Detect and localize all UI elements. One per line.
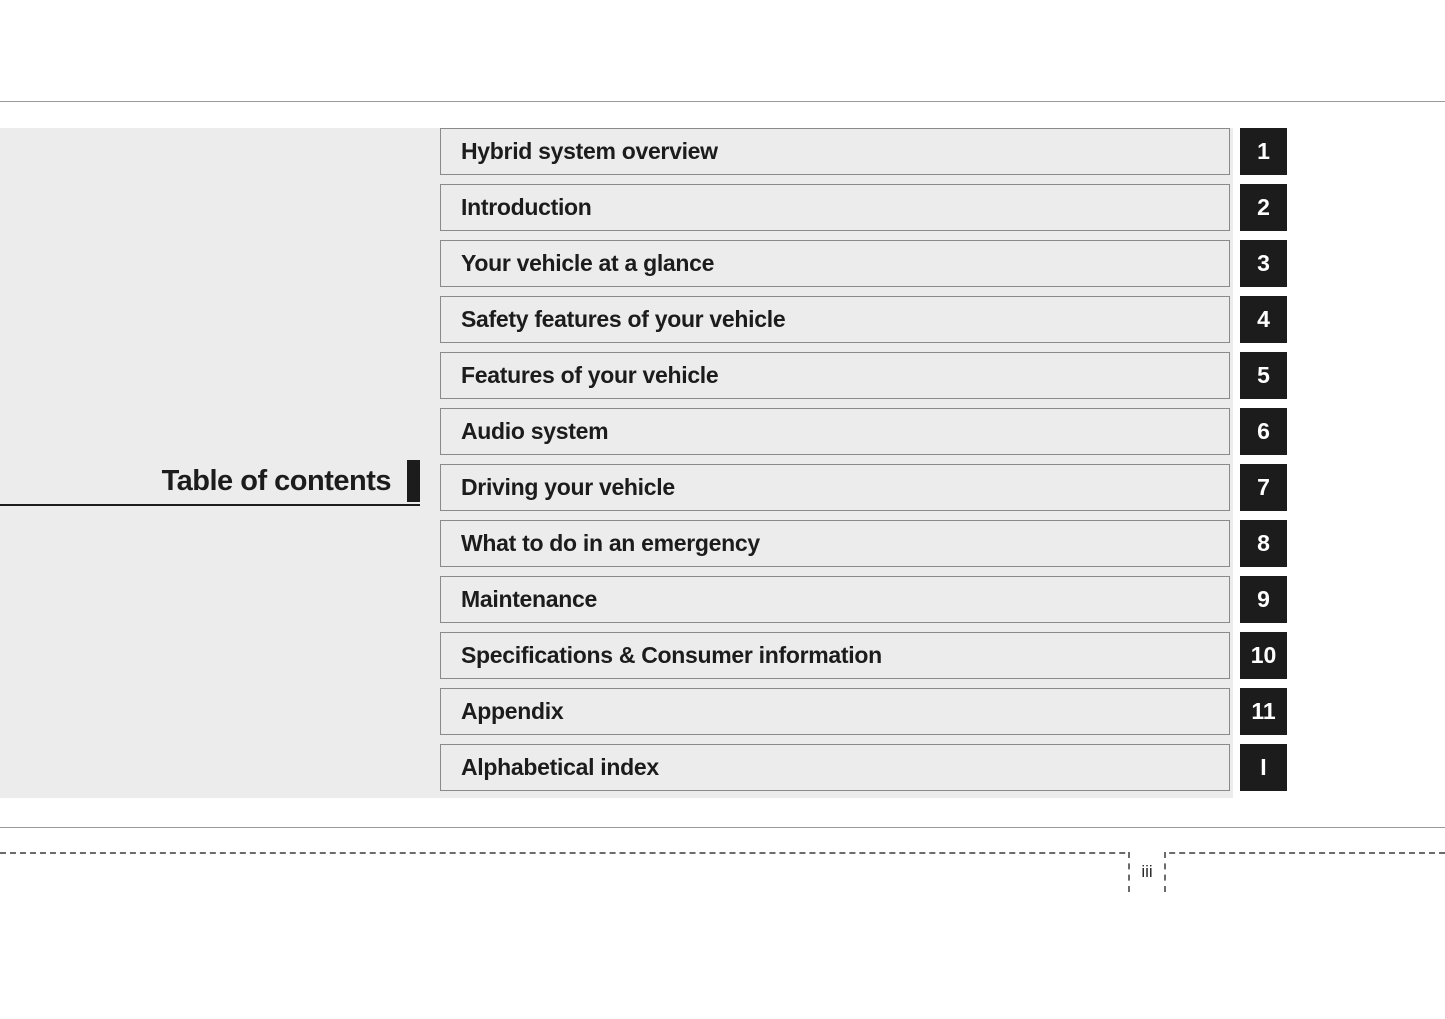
toc-entry-tab: 4 bbox=[1240, 296, 1287, 343]
toc-entry: Alphabetical index I bbox=[440, 744, 1285, 791]
toc-entry-title: Features of your vehicle bbox=[440, 352, 1230, 399]
toc-entry-title: Audio system bbox=[440, 408, 1230, 455]
toc-entry: What to do in an emergency 8 bbox=[440, 520, 1285, 567]
document-page: Table of contents Hybrid system overview… bbox=[0, 0, 1445, 1019]
toc-entry-tab: 3 bbox=[1240, 240, 1287, 287]
toc-entry-tab: 1 bbox=[1240, 128, 1287, 175]
toc-entry-title: Maintenance bbox=[440, 576, 1230, 623]
toc-entry-tab: 6 bbox=[1240, 408, 1287, 455]
toc-entry: Your vehicle at a glance 3 bbox=[440, 240, 1285, 287]
toc-heading-block: Table of contents bbox=[0, 458, 420, 506]
toc-entry-tab: 7 bbox=[1240, 464, 1287, 511]
toc-entry: Specifications & Consumer information 10 bbox=[440, 632, 1285, 679]
toc-entries: Hybrid system overview 1 Introduction 2 … bbox=[440, 128, 1285, 800]
toc-entry: Hybrid system overview 1 bbox=[440, 128, 1285, 175]
toc-entry: Driving your vehicle 7 bbox=[440, 464, 1285, 511]
toc-entry-title: Introduction bbox=[440, 184, 1230, 231]
toc-entry: Maintenance 9 bbox=[440, 576, 1285, 623]
toc-entry-tab: 11 bbox=[1240, 688, 1287, 735]
toc-entry-tab: 9 bbox=[1240, 576, 1287, 623]
cut-line-icon bbox=[0, 852, 1445, 854]
toc-entry-title: Specifications & Consumer information bbox=[440, 632, 1230, 679]
bottom-frame-rule bbox=[0, 827, 1445, 828]
toc-entry: Appendix 11 bbox=[440, 688, 1285, 735]
toc-entry-tab: I bbox=[1240, 744, 1287, 791]
toc-entry: Introduction 2 bbox=[440, 184, 1285, 231]
toc-entry: Audio system 6 bbox=[440, 408, 1285, 455]
toc-entry-tab: 10 bbox=[1240, 632, 1287, 679]
toc-entry-title: Driving your vehicle bbox=[440, 464, 1230, 511]
toc-heading: Table of contents bbox=[162, 465, 403, 498]
toc-entry-tab: 5 bbox=[1240, 352, 1287, 399]
page-number: iii bbox=[1128, 852, 1166, 892]
toc-entry-title: Alphabetical index bbox=[440, 744, 1230, 791]
toc-entry-title: Safety features of your vehicle bbox=[440, 296, 1230, 343]
toc-heading-bar-icon bbox=[407, 460, 420, 502]
toc-entry-title: Hybrid system overview bbox=[440, 128, 1230, 175]
toc-entry-title: What to do in an emergency bbox=[440, 520, 1230, 567]
top-frame-rule bbox=[0, 101, 1445, 102]
toc-entry: Safety features of your vehicle 4 bbox=[440, 296, 1285, 343]
toc-entry-title: Your vehicle at a glance bbox=[440, 240, 1230, 287]
toc-entry-title: Appendix bbox=[440, 688, 1230, 735]
toc-entry: Features of your vehicle 5 bbox=[440, 352, 1285, 399]
toc-entry-tab: 2 bbox=[1240, 184, 1287, 231]
toc-entry-tab: 8 bbox=[1240, 520, 1287, 567]
